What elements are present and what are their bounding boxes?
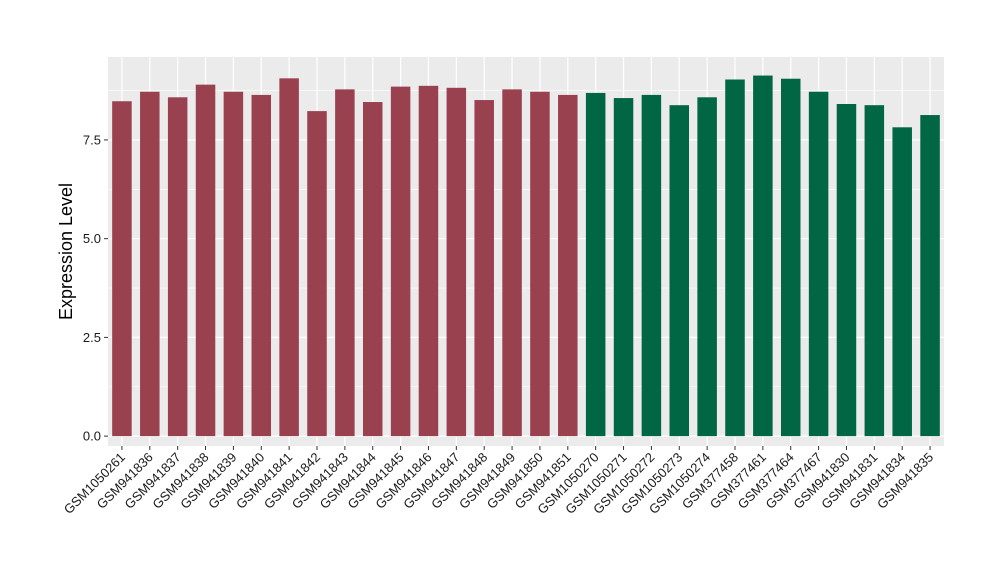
bar-GSM1050271 [613, 98, 634, 437]
bar-GSM941838 [195, 84, 216, 437]
y-tick-label: 0.0 [83, 429, 101, 444]
plot-panel [108, 57, 944, 446]
bar-GSM941836 [140, 91, 160, 437]
bar-GSM941842 [307, 111, 327, 437]
bar-GSM941835 [920, 115, 940, 437]
bar-GSM941837 [167, 97, 188, 437]
x-axis: GSM1050261GSM941836GSM941837GSM941838GSM… [61, 446, 936, 517]
bar-GSM941848 [474, 100, 494, 437]
bar-GSM941840 [251, 94, 272, 437]
bar-GSM941847 [446, 87, 467, 437]
bar-GSM941850 [530, 91, 550, 437]
bar-GSM941849 [502, 89, 522, 437]
bar-GSM1050273 [669, 105, 690, 437]
y-tick-label: 2.5 [83, 330, 101, 345]
bar-GSM941851 [558, 94, 578, 437]
bar-GSM941844 [362, 102, 383, 437]
y-tick-label: 5.0 [83, 231, 101, 246]
y-axis-title: Expression Level [56, 183, 76, 320]
bar-GSM1050270 [585, 92, 606, 437]
bar-GSM941839 [223, 91, 244, 437]
bar-GSM941846 [418, 85, 439, 437]
bar-GSM941830 [836, 103, 857, 437]
bars [112, 75, 940, 437]
bar-GSM941831 [864, 105, 885, 437]
bar-GSM377464 [780, 78, 801, 437]
y-axis: 0.0 2.5 5.0 7.5 [83, 132, 108, 444]
y-tick-label: 7.5 [83, 132, 101, 147]
bar-GSM1050261 [112, 101, 132, 437]
bar-GSM941841 [279, 78, 299, 437]
bar-GSM377458 [725, 79, 745, 437]
bar-GSM941834 [892, 127, 912, 437]
bar-GSM941845 [390, 86, 411, 437]
bar-GSM1050274 [697, 97, 717, 437]
bar-GSM377467 [808, 91, 829, 437]
bar-GSM941843 [335, 89, 355, 437]
bar-GSM377461 [753, 75, 773, 437]
bar-GSM1050272 [641, 94, 662, 437]
